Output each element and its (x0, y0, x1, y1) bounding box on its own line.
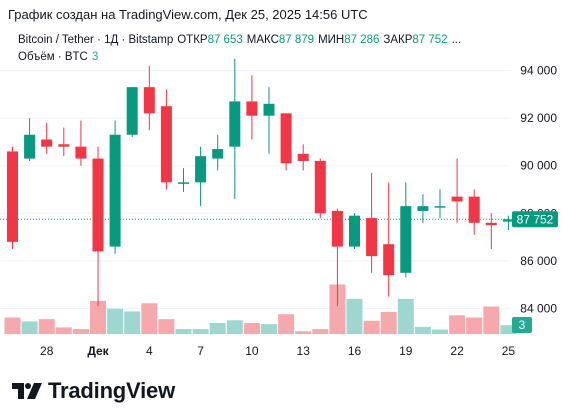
y-tick-label: 94 000 (520, 64, 557, 78)
volume-bar (380, 312, 397, 334)
volume-bar (21, 321, 38, 334)
x-tick-label: 25 (502, 344, 516, 358)
candle-body (366, 218, 378, 257)
volume-bar (397, 298, 414, 334)
candle-body (417, 206, 429, 211)
volume-bar (500, 325, 517, 334)
candle-body (229, 101, 241, 147)
y-tick-label: 86 000 (520, 254, 557, 268)
x-tick-label: 4 (146, 344, 153, 358)
volume-bar (209, 323, 226, 334)
y-tick-label: 92 000 (520, 111, 557, 125)
tradingview-wordmark: TradingView (48, 378, 175, 403)
candle-body (314, 160, 326, 214)
close-label: ЗАКР (383, 34, 413, 46)
open-label: ОТКР (177, 34, 208, 46)
volume-bar (175, 329, 192, 334)
x-tick-label: 28 (40, 344, 54, 358)
candle-body (126, 87, 138, 135)
last-volume-badge (512, 317, 532, 333)
candle-body (297, 153, 309, 161)
last-price-badge (512, 211, 558, 228)
volume-bar (38, 319, 55, 334)
x-tick-label: 7 (197, 344, 204, 358)
chart-banner: График создан на TradingView.com, Дек 25… (8, 7, 368, 22)
volume-bar (295, 331, 312, 334)
high-value: 87 879 (278, 34, 315, 46)
candle-body (178, 182, 189, 184)
volume-bar (312, 329, 329, 334)
candle-body (143, 87, 155, 114)
candle-body (349, 215, 360, 247)
volume-bar (124, 311, 141, 334)
volume-bar (107, 308, 124, 334)
last-volume-label: 3 (519, 318, 526, 332)
volume-bar (483, 306, 500, 334)
volume-bar (158, 319, 175, 334)
volume-bar (192, 329, 209, 334)
volume-bar (346, 298, 363, 334)
candle-body (383, 244, 395, 276)
volume-label: Объём · BTC (18, 51, 88, 63)
close-value: 87 752 (412, 34, 448, 46)
tradingview-brand: TradingView (12, 378, 175, 404)
volume-bar (72, 329, 89, 334)
open-value: 87 653 (207, 34, 243, 46)
candle-body (434, 206, 446, 208)
candle-body (24, 134, 36, 159)
y-tick-label: 90 000 (520, 159, 557, 173)
candle-body (280, 113, 292, 164)
candle-body (212, 149, 224, 159)
candle-body (58, 144, 70, 147)
candle-body (400, 206, 412, 273)
volume-bar (141, 303, 158, 334)
x-tick-label: 22 (450, 344, 464, 358)
x-tick-label: Дек (87, 344, 109, 358)
candle-body (109, 134, 121, 247)
legend-ellipsis: ... (451, 34, 462, 46)
volume-bar (432, 329, 448, 334)
candle-body (485, 222, 497, 226)
volume-bar (261, 324, 277, 334)
tradingview-logo-icon (12, 383, 42, 399)
candle-body (502, 219, 514, 222)
candle-body (41, 139, 53, 147)
volume-bar (278, 314, 295, 334)
high-label: МАКС (246, 34, 279, 46)
volume-value: 3 (91, 51, 99, 63)
last-price-label: 87 752 (517, 212, 554, 226)
low-label: МИН (318, 34, 345, 46)
volume-bar (4, 317, 21, 334)
symbol-name: Bitcoin / Tether · 1Д · Bitstamp (18, 34, 174, 46)
x-tick-label: 10 (245, 344, 259, 358)
x-tick-label: 19 (399, 344, 413, 358)
candle-body (451, 196, 463, 202)
candle-body (331, 210, 343, 247)
volume-bar (329, 284, 346, 334)
candle-body (92, 158, 104, 252)
symbol-legend: Bitcoin / Tether · 1Д · Bitstamp ОТКР87 6… (18, 34, 461, 46)
volume-bar (466, 317, 483, 334)
volume-bar (226, 320, 243, 334)
candle-body (263, 103, 275, 116)
volume-bar (90, 301, 106, 334)
y-tick-label: 84 000 (520, 302, 557, 316)
candle-body (75, 146, 87, 159)
candle-body (468, 196, 480, 223)
candle-body (160, 106, 172, 183)
volume-bar (243, 323, 260, 334)
x-tick-label: 13 (297, 344, 311, 358)
candle-body (195, 156, 207, 183)
candle-body (246, 101, 258, 116)
low-value: 87 286 (344, 34, 380, 46)
volume-bar (414, 326, 431, 334)
candle-body (7, 151, 18, 242)
volume-legend: Объём · BTC 3 (18, 51, 98, 63)
volume-bar (55, 327, 72, 334)
x-tick-label: 16 (348, 344, 362, 358)
volume-bar (449, 315, 466, 334)
volume-bar (363, 320, 380, 334)
